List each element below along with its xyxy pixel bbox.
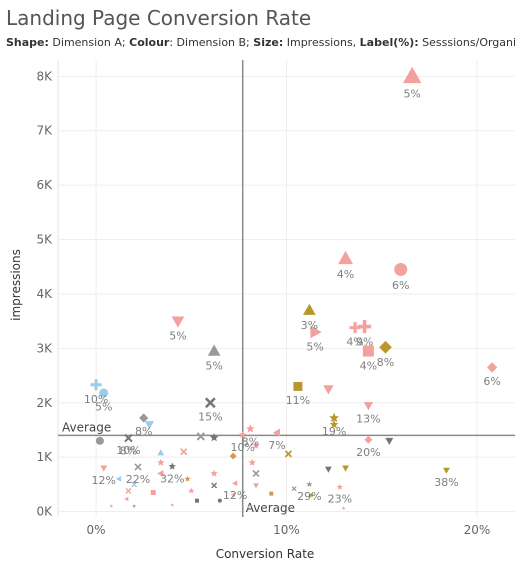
y-tick-label: 5K	[36, 233, 53, 247]
data-point-circle	[218, 499, 222, 503]
data-point-star	[246, 424, 255, 432]
y-tick-label: 0K	[36, 505, 53, 519]
point-label: 10%	[230, 441, 254, 454]
point-label: 6%	[483, 375, 500, 388]
data-point-star	[210, 470, 218, 477]
data-point-triangle	[403, 67, 421, 83]
data-point-plus	[91, 379, 102, 390]
point-label: 10%	[116, 444, 140, 457]
data-point-triangle	[303, 304, 316, 315]
point-label: 6%	[392, 279, 409, 292]
data-point-diamond	[379, 341, 392, 354]
data-point-star	[249, 459, 256, 466]
data-point-square	[195, 499, 199, 503]
y-tick-label: 3K	[36, 341, 53, 355]
point-label: 12%	[223, 489, 247, 502]
point-label: 20%	[356, 446, 380, 459]
point-label: 7%	[268, 439, 285, 452]
data-point-square	[151, 490, 156, 495]
data-point-triangle-down	[385, 438, 393, 445]
point-label: 13%	[356, 412, 380, 425]
data-point-triangle-down	[100, 466, 107, 472]
point-label: 19%	[322, 425, 346, 438]
data-point-triangle-down	[364, 402, 373, 410]
data-point-cross	[292, 487, 296, 491]
data-point-plus	[350, 322, 361, 333]
point-labels: 5%4%6%5%5%3%9%5% 4%4% 8%6%11%13%19%10%5%15…	[84, 87, 501, 505]
data-point-cross	[212, 483, 217, 488]
point-label: 5%	[306, 341, 323, 354]
point-label: 11%	[286, 394, 310, 407]
point-label: 12%	[91, 474, 115, 487]
data-point-triangle	[338, 251, 353, 264]
point-label: 4%	[346, 336, 363, 349]
point-label: 32%	[160, 472, 184, 485]
y-tick-label: 1K	[36, 450, 53, 464]
data-point-triangle-down	[443, 468, 450, 474]
point-label: 4%	[360, 360, 377, 373]
data-point-star	[306, 481, 312, 487]
data-point-triangle-left	[124, 497, 128, 502]
data-point-star	[170, 503, 174, 507]
data-point-diamond	[364, 436, 372, 444]
data-point-diamond	[487, 362, 497, 372]
data-point-star	[169, 463, 177, 470]
data-points	[91, 67, 498, 510]
data-point-star	[132, 504, 136, 508]
y-axis-title: impressions	[9, 249, 23, 321]
average-y-label: Average	[62, 420, 111, 434]
data-point-cross	[197, 433, 204, 440]
data-point-triangle	[208, 345, 221, 356]
data-point-star	[210, 433, 219, 441]
x-axis-ticks: 0% 10% 20%	[87, 523, 491, 537]
data-point-cross	[181, 449, 187, 455]
x-tick-label: 20%	[464, 523, 491, 537]
data-point-triangle-down	[342, 466, 349, 472]
point-label: 23%	[328, 493, 352, 506]
data-point-cross	[126, 488, 131, 493]
data-point-star	[337, 484, 343, 490]
data-point-star	[110, 504, 114, 508]
data-point-circle	[394, 263, 407, 276]
data-point-triangle-down	[323, 385, 333, 394]
point-label: 22%	[126, 473, 150, 486]
point-label: 8%	[135, 425, 152, 438]
point-label: 5%	[205, 360, 222, 373]
y-tick-label: 6K	[36, 178, 53, 192]
point-label: 8%	[377, 356, 394, 369]
x-tick-label: 0%	[87, 523, 106, 537]
data-point-square	[293, 382, 302, 391]
y-axis-ticks: 0K 1K 2K 3K 4K 5K 6K 7K 8K	[36, 69, 53, 518]
x-tick-label: 10%	[273, 523, 300, 537]
average-x-label: Average	[246, 501, 295, 515]
point-label: 4%	[337, 268, 354, 281]
point-label: 15%	[198, 410, 222, 423]
data-point-triangle-down	[172, 317, 185, 328]
data-point-triangle-down	[325, 467, 332, 473]
point-label: 5%	[95, 400, 112, 413]
point-label: 5%	[169, 330, 186, 343]
data-point-star	[184, 476, 190, 482]
data-point-circle	[96, 437, 104, 445]
y-tick-label: 7K	[36, 124, 53, 138]
data-point-star	[188, 488, 194, 494]
data-point-triangle-left	[232, 480, 237, 486]
data-point-triangle-left	[116, 476, 121, 482]
data-point-triangle-down	[253, 483, 259, 488]
x-axis-title: Conversion Rate	[216, 547, 315, 561]
data-point-cross	[253, 470, 259, 476]
point-label: 5%	[403, 87, 420, 100]
y-tick-label: 2K	[36, 396, 53, 410]
point-label: 38%	[434, 476, 458, 489]
point-label: 3%	[301, 319, 318, 332]
data-point-cross	[135, 464, 141, 470]
data-point-star	[342, 506, 346, 510]
data-point-square	[269, 492, 273, 496]
point-label: 29%	[297, 490, 321, 503]
data-point-star	[157, 459, 164, 466]
y-tick-label: 8K	[36, 69, 53, 83]
data-point-triangle	[157, 449, 164, 455]
y-tick-label: 4K	[36, 287, 53, 301]
